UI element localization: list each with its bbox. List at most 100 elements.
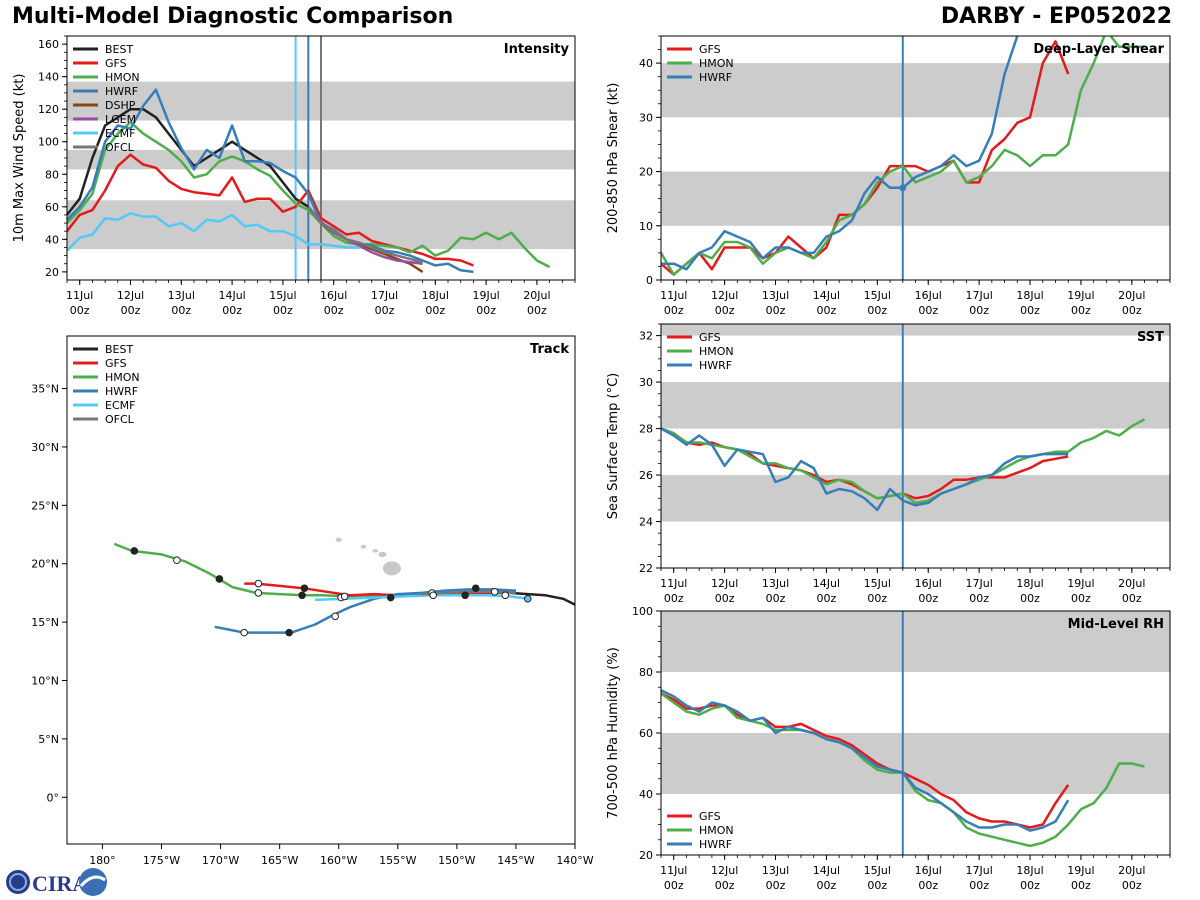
globe-highlight-icon	[9, 873, 27, 891]
plot-area	[67, 36, 575, 280]
x-tick-label-date: 16Jul	[320, 289, 347, 302]
x-tick-label-date: 14Jul	[813, 289, 840, 302]
legend-label-hmon: HMON	[699, 57, 734, 70]
threshold-band	[661, 611, 1170, 672]
y-tick-label: 35°N	[31, 383, 59, 396]
x-tick-label-hour: 00z	[171, 304, 191, 317]
x-tick-label-date: 18Jul	[1016, 577, 1043, 590]
x-tick-label-date: 13Jul	[762, 864, 789, 877]
hawaii-island	[378, 551, 387, 557]
plot-area	[661, 324, 1170, 568]
x-tick-label-date: 16Jul	[915, 289, 942, 302]
x-tick-label-hour: 00z	[527, 304, 547, 317]
x-tick-label-date: 15Jul	[864, 864, 891, 877]
x-tick-label-date: 17Jul	[965, 577, 992, 590]
y-tick-label: 60	[45, 201, 59, 214]
y-tick-label: 20	[639, 166, 653, 179]
x-tick-label-date: 18Jul	[1016, 864, 1043, 877]
y-tick-label: 40	[45, 233, 59, 246]
track-position-marker	[298, 591, 306, 600]
x-tick-label-date: 20Jul	[1118, 577, 1145, 590]
track-position-marker	[340, 592, 349, 601]
y-tick-label: 100	[632, 605, 653, 618]
x-tick-label-hour: 00z	[867, 304, 887, 317]
plot-frame	[660, 323, 1171, 569]
legend-label-hwrf: HWRF	[699, 71, 732, 84]
x-tick-label-date: 13Jul	[168, 289, 195, 302]
legend-label-ecmf: ECMF	[105, 127, 135, 140]
x-tick-label-date: 15Jul	[864, 577, 891, 590]
series-line-hmon	[661, 36, 1145, 276]
x-tick-label-hour: 00z	[867, 592, 887, 605]
track-position-marker	[461, 591, 469, 600]
x-tick-label-hour: 00z	[766, 879, 786, 892]
x-tick-label-hour: 00z	[1122, 304, 1142, 317]
legend-label-hmon: HMON	[699, 824, 734, 837]
x-tick-label-date: 12Jul	[117, 289, 144, 302]
x-tick-label-date: 12Jul	[711, 577, 738, 590]
x-tick-label-date: 11Jul	[660, 577, 687, 590]
track-position-marker	[300, 584, 309, 593]
x-tick-label-hour: 00z	[918, 592, 938, 605]
x-tick-label: 160°W	[320, 854, 357, 867]
x-tick-label-date: 19Jul	[1067, 864, 1094, 877]
y-tick-label: 25°N	[31, 499, 59, 512]
panel-title: Deep-Layer Shear	[1033, 42, 1164, 57]
swoosh-icon	[79, 875, 106, 888]
x-tick-label-hour: 00z	[70, 304, 90, 317]
x-tick-label-date: 16Jul	[915, 577, 942, 590]
threshold-band	[661, 382, 1170, 429]
hawaii-island	[335, 537, 342, 542]
x-tick-label-date: 17Jul	[371, 289, 398, 302]
track-position-marker	[254, 579, 263, 588]
logo-text: CIRA	[32, 871, 88, 896]
y-tick-label: 40	[639, 788, 653, 801]
panel-rh: 20 40 60 80 100 11Jul 00z 12Jul 00z 13Jul 00z 14Jul…	[606, 605, 1171, 892]
x-tick-label-hour: 00z	[715, 879, 735, 892]
series-line-hwrf	[661, 427, 1069, 512]
x-tick-label: 140°W	[556, 854, 593, 867]
storm-identifier: DARBY - EP052022	[940, 4, 1172, 29]
legend-label-gfs: GFS	[105, 357, 127, 370]
track-position-marker	[490, 587, 499, 596]
legend-label-gfs: GFS	[699, 331, 721, 344]
x-tick-label-hour: 00z	[1020, 592, 1040, 605]
x-tick-label-hour: 00z	[121, 304, 141, 317]
track-position-marker	[173, 556, 181, 565]
x-tick-label-hour: 00z	[918, 879, 938, 892]
x-tick-label-hour: 00z	[664, 592, 684, 605]
y-tick-label: 80	[639, 666, 653, 679]
x-tick-label-hour: 00z	[817, 592, 837, 605]
plot-area	[661, 611, 1170, 855]
x-tick-label-hour: 00z	[766, 592, 786, 605]
x-tick-label-hour: 00z	[969, 304, 989, 317]
x-tick-label-date: 16Jul	[915, 864, 942, 877]
y-tick-label: 20	[45, 266, 59, 279]
x-tick-label: 170°W	[202, 854, 239, 867]
x-tick-label-hour: 00z	[715, 592, 735, 605]
legend-label-ecmf: ECMF	[105, 399, 135, 412]
x-tick-label: 155°W	[379, 854, 416, 867]
hawaii-island	[360, 544, 367, 549]
panel-title: SST	[1137, 330, 1164, 345]
series-line-hmon	[661, 418, 1146, 505]
y-tick-label: 60	[639, 727, 653, 740]
x-tick-label-hour: 00z	[817, 304, 837, 317]
y-tick-label: 120	[38, 103, 59, 116]
y-tick-label: 40	[639, 57, 653, 70]
x-tick-label-date: 18Jul	[1016, 289, 1043, 302]
x-tick-label-date: 12Jul	[711, 289, 738, 302]
threshold-band	[661, 324, 1170, 336]
track-position-marker	[130, 547, 139, 555]
x-tick-label-date: 19Jul	[1067, 289, 1094, 302]
legend-label-hmon: HMON	[105, 71, 140, 84]
hawaii-island	[372, 549, 379, 553]
track-line-ofcl	[421, 590, 516, 596]
track-position-marker	[215, 575, 224, 583]
y-tick-label: 0	[646, 274, 653, 287]
x-tick-label-date: 19Jul	[472, 289, 499, 302]
x-tick-label-date: 17Jul	[965, 289, 992, 302]
panel-track: 0° 5°N 10°N 15°N 20°N 25°N 30°N 35°N 180° 175°W 17…	[31, 335, 594, 867]
x-tick-label-date: 15Jul	[864, 289, 891, 302]
